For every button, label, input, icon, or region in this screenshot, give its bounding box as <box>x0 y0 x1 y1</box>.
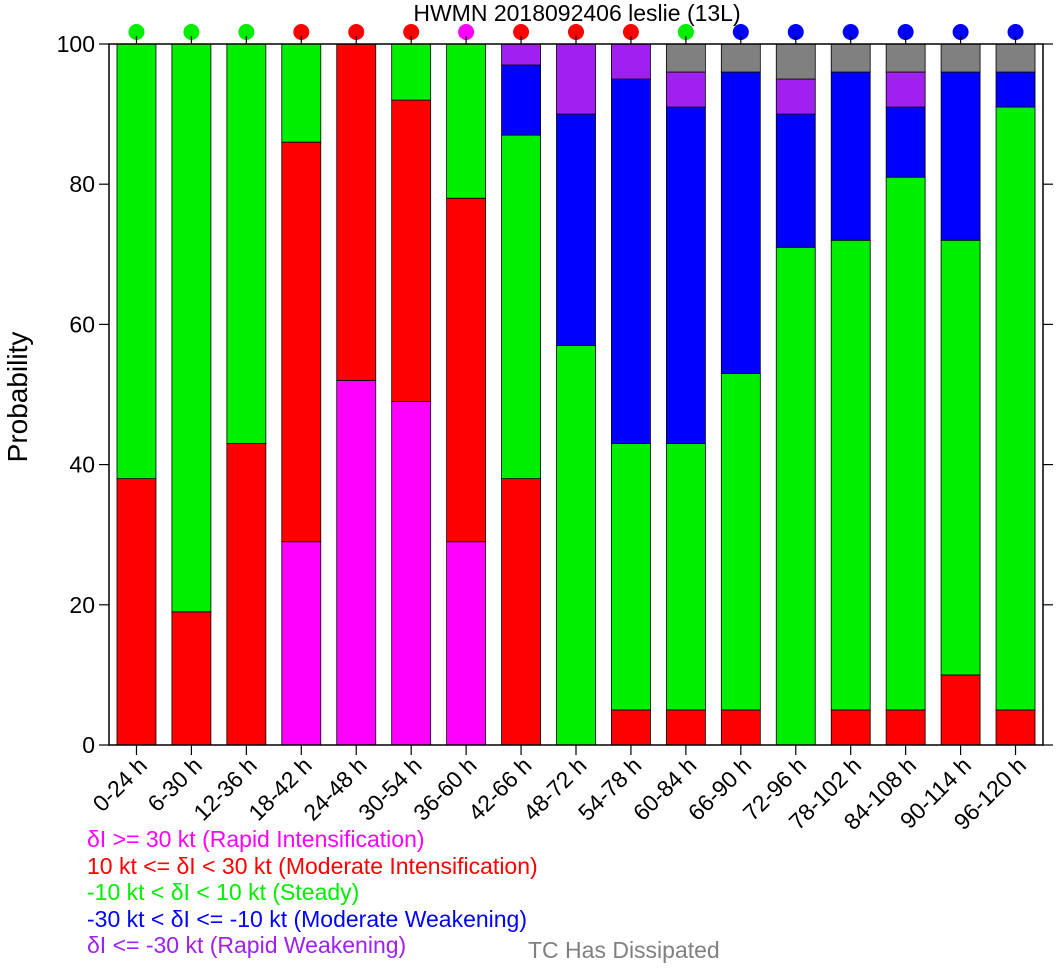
y-tick-label-2: 40 <box>69 452 95 478</box>
bar-segment-mi-16 <box>995 709 1036 746</box>
indicator-dot-0 <box>128 24 145 40</box>
bar-segment-st-1 <box>171 43 212 613</box>
bar-segment-mw-11 <box>720 71 761 374</box>
y-axis: 0 20 40 60 80 100 <box>57 31 1053 758</box>
bar-segment-mw-13 <box>830 71 871 241</box>
legend-item-moderate-intensification: 10 kt <= δI < 30 kt (Moderate Intensific… <box>87 852 538 879</box>
y-tick-label-4: 80 <box>69 171 95 197</box>
indicator-dot-13 <box>842 24 859 40</box>
legend-item-moderate-weakening: -30 kt < δI <= -10 kt (Moderate Weakenin… <box>87 905 528 932</box>
bar-segment-mi-2 <box>226 443 267 746</box>
bar-segment-dis-10 <box>665 43 706 73</box>
bar-segment-mi-9 <box>611 709 651 746</box>
bar-segment-st-15 <box>940 239 981 676</box>
bar-segment-st-11 <box>720 373 761 711</box>
chart-title: HWMN 2018092406 leslie (13L) <box>413 0 740 26</box>
indicator-dot-15 <box>952 24 969 40</box>
bar-segment-st-13 <box>830 239 871 711</box>
bar-segment-mi-14 <box>885 709 926 746</box>
bar-segment-st-6 <box>446 43 487 199</box>
bar-segment-dis-15 <box>940 43 981 73</box>
bar-segment-rw-8 <box>556 43 596 115</box>
bar-segment-mi-15 <box>940 674 981 746</box>
bar-segment-rw-9 <box>611 43 651 80</box>
indicator-dot-9 <box>622 24 639 40</box>
bar-segment-mi-4 <box>336 43 377 381</box>
bar-segment-dis-11 <box>720 43 761 73</box>
bar-segment-mi-0 <box>116 478 157 746</box>
indicator-dot-3 <box>293 24 310 40</box>
bar-segment-dis-12 <box>775 43 816 80</box>
bar-segment-st-14 <box>885 176 926 711</box>
bar-segment-ri-4 <box>336 380 377 746</box>
bar-segment-mi-7 <box>501 478 541 746</box>
bar-segment-mi-3 <box>281 141 322 543</box>
bar-segment-dis-14 <box>885 43 926 73</box>
bar-segment-mi-11 <box>720 709 761 746</box>
bar-segment-st-12 <box>775 246 816 746</box>
y-tick-label-3: 60 <box>69 311 95 337</box>
x-tick-label-0: 0-24 h <box>88 752 153 817</box>
legend-item-rapid-weakening: δI <= -30 kt (Rapid Weakening) <box>87 932 407 958</box>
indicator-dot-8 <box>568 24 584 40</box>
legend-item-dissipated: TC Has Dissipated <box>528 937 720 963</box>
bar-segment-mw-14 <box>885 106 926 178</box>
indicator-dot-6 <box>458 24 475 40</box>
bar-segment-mw-12 <box>775 113 816 248</box>
bar-segment-st-0 <box>116 43 157 480</box>
indicator-dot-16 <box>1007 24 1024 40</box>
bar-segment-st-3 <box>281 43 322 143</box>
indicator-dot-1 <box>183 24 200 40</box>
indicator-dot-4 <box>348 24 365 40</box>
bar-segment-st-9 <box>611 443 651 711</box>
indicator-dots <box>128 24 1024 40</box>
bar-segment-mw-15 <box>940 71 981 241</box>
bar-segment-mi-13 <box>830 709 871 746</box>
bar-segment-mi-6 <box>446 197 487 543</box>
indicator-dot-5 <box>403 24 420 40</box>
bar-stacks <box>116 43 1036 746</box>
bar-segment-mw-7 <box>501 64 541 136</box>
bar-segment-rw-12 <box>775 78 816 115</box>
y-axis-label: Probability <box>2 332 33 463</box>
bar-segment-rw-14 <box>885 71 926 108</box>
legend-item-steady: -10 kt < δI < 10 kt (Steady) <box>87 879 360 905</box>
bar-segment-st-10 <box>665 443 706 711</box>
indicator-dot-14 <box>897 24 914 40</box>
bar-segment-st-8 <box>556 345 596 746</box>
indicator-dot-2 <box>238 24 255 40</box>
bar-segment-st-7 <box>501 134 541 480</box>
bar-segment-mi-1 <box>171 611 212 746</box>
bar-segment-mw-10 <box>665 106 706 444</box>
bar-segment-mw-16 <box>995 71 1036 108</box>
bar-segment-rw-10 <box>665 71 706 108</box>
y-tick-label-5: 100 <box>57 31 95 57</box>
bar-segment-mi-10 <box>665 709 706 746</box>
bar-segment-mw-9 <box>611 78 651 444</box>
indicator-dot-10 <box>677 24 694 40</box>
bar-segment-st-2 <box>226 43 267 444</box>
legend-item-rapid-intensification: δI >= 30 kt (Rapid Intensification) <box>87 826 425 852</box>
bar-segment-dis-13 <box>830 43 871 73</box>
bar-segment-ri-3 <box>281 541 322 746</box>
y-tick-label-1: 20 <box>69 592 95 618</box>
bar-segment-dis-16 <box>995 43 1036 73</box>
bar-segment-rw-7 <box>501 43 541 66</box>
y-tick-label-0: 0 <box>82 732 95 758</box>
bar-segment-mi-5 <box>391 99 432 402</box>
bar-segment-st-16 <box>995 106 1036 711</box>
indicator-dot-11 <box>732 24 749 40</box>
bar-segment-mw-8 <box>556 113 596 346</box>
indicator-dot-12 <box>787 24 804 40</box>
plot-frame <box>108 43 1044 746</box>
indicator-dot-7 <box>513 24 530 40</box>
legend: δI >= 30 kt (Rapid Intensification) 10 k… <box>87 826 538 959</box>
bar-segment-st-5 <box>391 43 432 101</box>
bar-segment-ri-6 <box>446 541 487 746</box>
bar-segment-ri-5 <box>391 401 432 746</box>
